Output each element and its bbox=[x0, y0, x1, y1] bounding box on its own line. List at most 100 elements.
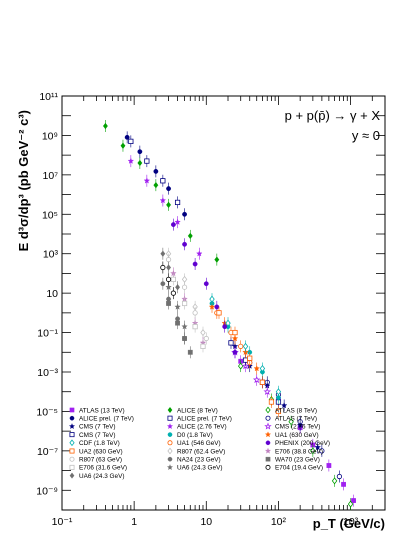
data-point bbox=[252, 375, 261, 384]
legend-marker bbox=[69, 448, 75, 454]
legend-marker bbox=[69, 407, 75, 413]
data-point bbox=[181, 284, 188, 290]
data-point bbox=[253, 365, 260, 372]
data-marks-layer bbox=[102, 120, 356, 511]
legend-entry-label: CMS (7 TeV) bbox=[79, 424, 115, 431]
x-axis-label: p_T (GeV/c) bbox=[313, 516, 385, 531]
data-point bbox=[232, 349, 238, 355]
y-tick-label: 10³ bbox=[43, 249, 59, 261]
legend-marker bbox=[264, 431, 272, 438]
data-point bbox=[232, 329, 238, 336]
data-point bbox=[203, 335, 209, 342]
rapidity-annotation: y ≈ 0 bbox=[352, 128, 380, 143]
data-point bbox=[347, 500, 354, 508]
y-tick-label: 10⁻⁷ bbox=[37, 446, 58, 458]
data-point bbox=[331, 477, 338, 485]
data-point bbox=[137, 149, 143, 155]
data-point bbox=[192, 324, 198, 330]
series-group bbox=[127, 155, 203, 260]
legend-entry-label: CDF (1.8 TeV) bbox=[79, 440, 120, 447]
axes-layer: 10⁻¹ 1 10 10² 10³ 10⁻⁹ 10⁻⁷ 10⁻⁵ 10⁻³ 10⁻¹ 10 10³ 10… bbox=[36, 91, 386, 528]
data-point bbox=[128, 138, 134, 144]
y-tick-label: 10¹¹ bbox=[39, 91, 58, 103]
data-point bbox=[310, 447, 316, 455]
legend-entry-label: D0 (1.8 TeV) bbox=[177, 432, 213, 439]
data-point bbox=[242, 357, 249, 363]
legend-entry-label: E706 (38.8 GeV) bbox=[275, 448, 323, 455]
data-point bbox=[181, 323, 188, 330]
y-tick-label: 10 bbox=[46, 288, 58, 300]
data-point bbox=[166, 201, 172, 209]
data-point bbox=[170, 222, 176, 227]
data-point bbox=[192, 261, 198, 267]
legend-entry-label: PHENIX (200 GeV) bbox=[275, 440, 330, 447]
data-point bbox=[124, 134, 130, 140]
legend-entry-label: UA1 (546 GeV) bbox=[177, 440, 221, 447]
data-point bbox=[209, 295, 215, 303]
data-point bbox=[214, 304, 220, 310]
series-group bbox=[209, 293, 282, 398]
y-tick-label: 10⁻³ bbox=[37, 367, 58, 379]
data-point bbox=[203, 281, 209, 287]
data-point bbox=[200, 343, 206, 349]
data-point bbox=[144, 158, 150, 164]
data-point bbox=[200, 329, 206, 337]
data-point bbox=[102, 122, 108, 130]
legend-entry-label: UA6 (24.3 GeV) bbox=[79, 473, 124, 480]
data-point bbox=[351, 498, 356, 503]
legend-marker bbox=[69, 439, 75, 447]
x-tick-label: 10² bbox=[271, 516, 287, 528]
y-tick-label: 10⁵ bbox=[42, 209, 58, 221]
legend-marker bbox=[265, 464, 271, 470]
y-tick-label: 10⁻¹ bbox=[37, 328, 58, 340]
data-point bbox=[268, 399, 275, 405]
x-tick-label: 1 bbox=[131, 516, 137, 528]
legend-marker bbox=[265, 415, 271, 421]
legend-entry-label: R807 (62.4 GeV) bbox=[177, 448, 225, 455]
data-point bbox=[160, 281, 166, 287]
legend-entry-label: UA2 (630 GeV) bbox=[79, 448, 123, 455]
legend-marker bbox=[166, 464, 174, 471]
y-tick-label: 10⁻⁹ bbox=[36, 485, 58, 497]
legend-entry-label: UA1 (630 GeV) bbox=[275, 432, 319, 439]
legend-entry-label: ALICE prel. (7 TeV) bbox=[177, 416, 232, 423]
y-tick-label: 10⁻⁵ bbox=[36, 406, 58, 418]
series-group bbox=[238, 360, 354, 511]
data-point bbox=[336, 473, 343, 480]
legend-marker bbox=[264, 447, 272, 454]
reaction-annotation: p + p(p̄) → γ + X bbox=[285, 108, 381, 123]
series-group bbox=[170, 218, 238, 359]
legend-entry-label: ATLAS (7 TeV) bbox=[275, 416, 317, 423]
data-point bbox=[314, 443, 321, 451]
legend-marker bbox=[167, 406, 173, 414]
series-group bbox=[160, 247, 181, 294]
data-point bbox=[296, 421, 304, 428]
legend-entry-label: ALICE (2.76 TeV) bbox=[177, 424, 227, 431]
legend-entry-label: ALICE (8 TeV) bbox=[177, 407, 218, 414]
legend-marker bbox=[167, 415, 173, 421]
data-point bbox=[160, 178, 166, 184]
legend-entry-label: UA6 (24.3 GeV) bbox=[177, 465, 222, 472]
data-point bbox=[120, 142, 126, 149]
data-point bbox=[137, 159, 143, 167]
data-point bbox=[165, 257, 172, 263]
series-group bbox=[102, 120, 220, 266]
y-tick-label: 10⁹ bbox=[42, 130, 58, 142]
series-group bbox=[166, 297, 193, 359]
data-point bbox=[228, 340, 234, 346]
data-point bbox=[275, 408, 282, 415]
data-point bbox=[170, 290, 176, 296]
legend-marker bbox=[69, 415, 75, 421]
data-point bbox=[175, 284, 181, 291]
legend-entry-label: ALICE prel. (7 TeV) bbox=[79, 416, 134, 423]
x-tick-label: 10⁻¹ bbox=[52, 516, 73, 528]
legend-marker bbox=[68, 423, 76, 430]
data-point bbox=[196, 250, 203, 257]
series-group bbox=[124, 131, 187, 221]
legend-marker bbox=[265, 406, 271, 414]
data-point bbox=[319, 448, 325, 454]
series-group bbox=[128, 135, 181, 209]
data-point bbox=[170, 276, 176, 282]
data-point bbox=[275, 388, 282, 396]
